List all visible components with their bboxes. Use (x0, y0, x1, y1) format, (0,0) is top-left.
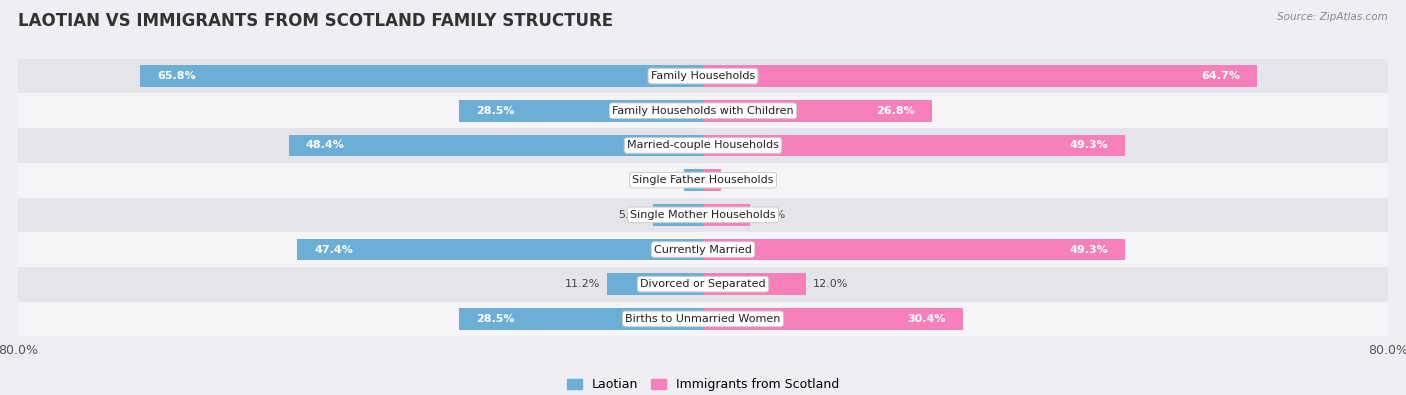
Text: 2.2%: 2.2% (648, 175, 678, 185)
Text: 26.8%: 26.8% (876, 106, 915, 116)
Bar (18, 267, 1388, 301)
Bar (18, 301, 1388, 336)
Text: 48.4%: 48.4% (307, 141, 344, 150)
Bar (18, 198, 1388, 232)
Text: 49.3%: 49.3% (1069, 141, 1108, 150)
Bar (18, 128, 1388, 163)
Bar (703, 273, 806, 295)
Text: 65.8%: 65.8% (157, 71, 195, 81)
Text: Married-couple Households: Married-couple Households (627, 141, 779, 150)
Text: Single Mother Households: Single Mother Households (630, 210, 776, 220)
Bar (654, 204, 703, 226)
Text: 64.7%: 64.7% (1201, 71, 1240, 81)
Bar (607, 273, 703, 295)
Text: LAOTIAN VS IMMIGRANTS FROM SCOTLAND FAMILY STRUCTURE: LAOTIAN VS IMMIGRANTS FROM SCOTLAND FAMI… (18, 12, 613, 30)
Bar (460, 308, 703, 330)
Text: Divorced or Separated: Divorced or Separated (640, 279, 766, 289)
Bar (297, 239, 703, 260)
Bar (703, 204, 749, 226)
Text: Source: ZipAtlas.com: Source: ZipAtlas.com (1277, 12, 1388, 22)
Text: Family Households: Family Households (651, 71, 755, 81)
Text: Births to Unmarried Women: Births to Unmarried Women (626, 314, 780, 324)
Bar (18, 59, 1388, 94)
Bar (703, 135, 1125, 156)
Bar (18, 232, 1388, 267)
Text: 5.5%: 5.5% (756, 210, 785, 220)
Legend: Laotian, Immigrants from Scotland: Laotian, Immigrants from Scotland (562, 373, 844, 395)
Bar (460, 100, 703, 122)
Text: Family Households with Children: Family Households with Children (612, 106, 794, 116)
Text: 28.5%: 28.5% (477, 106, 515, 116)
Bar (703, 100, 932, 122)
Text: 12.0%: 12.0% (813, 279, 848, 289)
Bar (18, 94, 1388, 128)
Text: 28.5%: 28.5% (477, 314, 515, 324)
Text: 5.8%: 5.8% (619, 210, 647, 220)
Text: Currently Married: Currently Married (654, 245, 752, 254)
Bar (18, 163, 1388, 198)
Text: 11.2%: 11.2% (565, 279, 600, 289)
Text: 30.4%: 30.4% (908, 314, 946, 324)
Text: 47.4%: 47.4% (315, 245, 353, 254)
Bar (703, 308, 963, 330)
Bar (288, 135, 703, 156)
Bar (703, 239, 1125, 260)
Bar (685, 169, 703, 191)
Text: 49.3%: 49.3% (1069, 245, 1108, 254)
Bar (703, 169, 721, 191)
Text: 2.1%: 2.1% (728, 175, 756, 185)
Text: Single Father Households: Single Father Households (633, 175, 773, 185)
Bar (139, 65, 703, 87)
Bar (703, 65, 1257, 87)
